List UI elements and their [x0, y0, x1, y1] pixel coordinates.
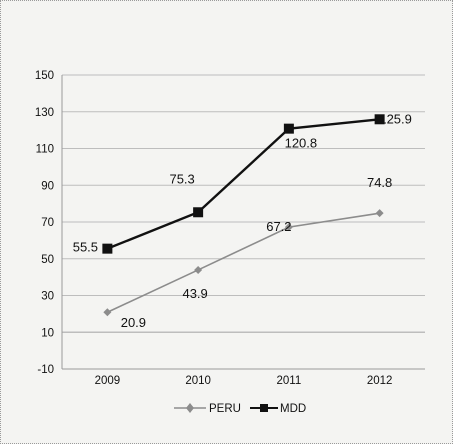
- x-tick-label: 2012: [367, 375, 393, 387]
- y-tick-label: 90: [41, 180, 54, 192]
- data-point-peru: [284, 223, 293, 232]
- data-point-mdd: [102, 243, 113, 254]
- y-tick-label: -10: [37, 364, 54, 376]
- data-label-peru: 67.2: [266, 219, 291, 234]
- gridlines: [61, 74, 425, 370]
- legend-label-peru: PERU: [209, 403, 241, 415]
- data-labels: 20.9 43.9 67.2 74.8 55.5 75.3 120.8 125.9: [73, 111, 412, 330]
- legend-label-mdd: MDD: [280, 403, 306, 415]
- series-layer: [102, 114, 385, 317]
- data-point-peru: [375, 209, 384, 218]
- data-point-peru: [194, 265, 203, 274]
- data-label-peru: 74.8: [367, 175, 392, 190]
- series-line-mdd: [106, 118, 380, 250]
- y-tick-label: 150: [35, 70, 54, 82]
- y-axis-ticks: -10 10 30 50 70 90 110 130 150: [35, 70, 54, 376]
- x-tick-label: 2010: [185, 375, 211, 387]
- data-label-mdd: 125.9: [379, 111, 412, 126]
- y-tick-label: 70: [41, 217, 54, 229]
- series-line-peru: [107, 212, 380, 313]
- y-tick-label: 110: [36, 144, 54, 156]
- data-label-peru: 20.9: [121, 315, 146, 330]
- data-point-peru: [103, 308, 112, 317]
- data-label-mdd: 75.3: [169, 171, 194, 186]
- y-tick-label: 130: [35, 107, 54, 119]
- x-axis-ticks: 2009 2010 2011 2012: [95, 375, 393, 387]
- data-point-mdd: [374, 114, 385, 125]
- x-tick-label: 2009: [95, 375, 121, 387]
- data-point-mdd: [193, 207, 204, 218]
- legend-item-mdd: MDD: [250, 403, 306, 415]
- data-label-mdd: 120.8: [285, 136, 318, 151]
- data-label-mdd: 55.5: [73, 240, 98, 255]
- legend-item-peru: PERU: [174, 403, 241, 415]
- data-point-mdd: [283, 123, 294, 134]
- y-tick-label: 10: [41, 327, 54, 339]
- legend: PERU MDD: [174, 403, 306, 415]
- data-label-peru: 43.9: [182, 286, 207, 301]
- x-tick-label: 2011: [277, 375, 302, 387]
- y-tick-label: 50: [41, 254, 54, 266]
- y-tick-label: 30: [41, 291, 54, 303]
